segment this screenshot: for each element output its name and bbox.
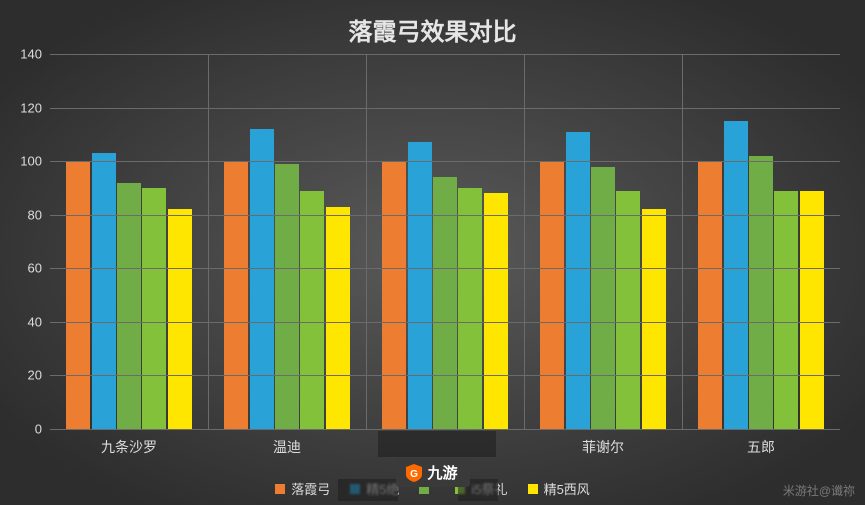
- y-axis-label: 100: [20, 154, 42, 169]
- bar: [408, 142, 432, 429]
- gridline: [50, 429, 840, 430]
- gridline: [50, 322, 840, 323]
- legend-swatch: [275, 484, 285, 494]
- group-divider: [208, 54, 209, 429]
- y-axis-label: 120: [20, 100, 42, 115]
- bar: [749, 156, 773, 429]
- bar: [698, 161, 722, 429]
- y-axis-label: 60: [28, 261, 42, 276]
- bar: [566, 132, 590, 429]
- bar: [382, 161, 406, 429]
- x-axis-label: 五郎: [747, 437, 775, 457]
- watermark-logo: G 九游: [395, 458, 469, 487]
- attribution-text: 米游社@谶祢: [783, 482, 855, 499]
- legend-swatch: [528, 484, 538, 494]
- bar: [326, 207, 350, 429]
- chart-title: 落霞弓效果对比: [0, 12, 865, 47]
- gridline: [50, 268, 840, 269]
- legend-label: 精5西风: [544, 479, 590, 498]
- y-axis-label: 80: [28, 207, 42, 222]
- group-divider: [524, 54, 525, 429]
- bar: [92, 153, 116, 429]
- y-axis-label: 140: [20, 47, 42, 62]
- bar: [117, 183, 141, 429]
- y-axis-label: 20: [28, 368, 42, 383]
- bar: [275, 164, 299, 429]
- watermark-text: 九游: [427, 462, 457, 483]
- gridline: [50, 375, 840, 376]
- bar: [484, 193, 508, 429]
- gridline: [50, 161, 840, 162]
- x-axis-label: 温迪: [273, 437, 301, 457]
- bar: [250, 129, 274, 429]
- group-divider: [682, 54, 683, 429]
- bar: [540, 161, 564, 429]
- bar: [224, 161, 248, 429]
- gridline: [50, 215, 840, 216]
- bar: [168, 209, 192, 429]
- gridline: [50, 54, 840, 55]
- bar: [774, 191, 798, 429]
- logo-icon: G: [403, 464, 423, 482]
- svg-text:G: G: [410, 469, 418, 480]
- chart-container: 落霞弓效果对比 020406080100120140九条沙罗温迪菲谢尔五郎 落霞…: [0, 0, 865, 505]
- watermark-mask: [378, 431, 496, 457]
- plot-area: 020406080100120140九条沙罗温迪菲谢尔五郎: [50, 54, 840, 429]
- bar: [591, 167, 615, 430]
- bar: [458, 188, 482, 429]
- x-axis-label: 菲谢尔: [582, 437, 624, 457]
- bar: [142, 188, 166, 429]
- bar: [642, 209, 666, 429]
- legend-item: 精5西风: [528, 479, 590, 498]
- legend-item: 落霞弓: [275, 479, 330, 498]
- watermark-mask: [338, 479, 398, 501]
- y-axis-label: 40: [28, 314, 42, 329]
- bar: [616, 191, 640, 429]
- bar: [300, 191, 324, 429]
- bar: [724, 121, 748, 429]
- bars-layer: [50, 54, 840, 429]
- y-axis-label: 0: [35, 422, 42, 437]
- group-divider: [366, 54, 367, 429]
- bar: [800, 191, 824, 429]
- legend-label: 落霞弓: [291, 479, 330, 498]
- bar: [66, 161, 90, 429]
- x-axis-label: 九条沙罗: [101, 437, 157, 457]
- gridline: [50, 108, 840, 109]
